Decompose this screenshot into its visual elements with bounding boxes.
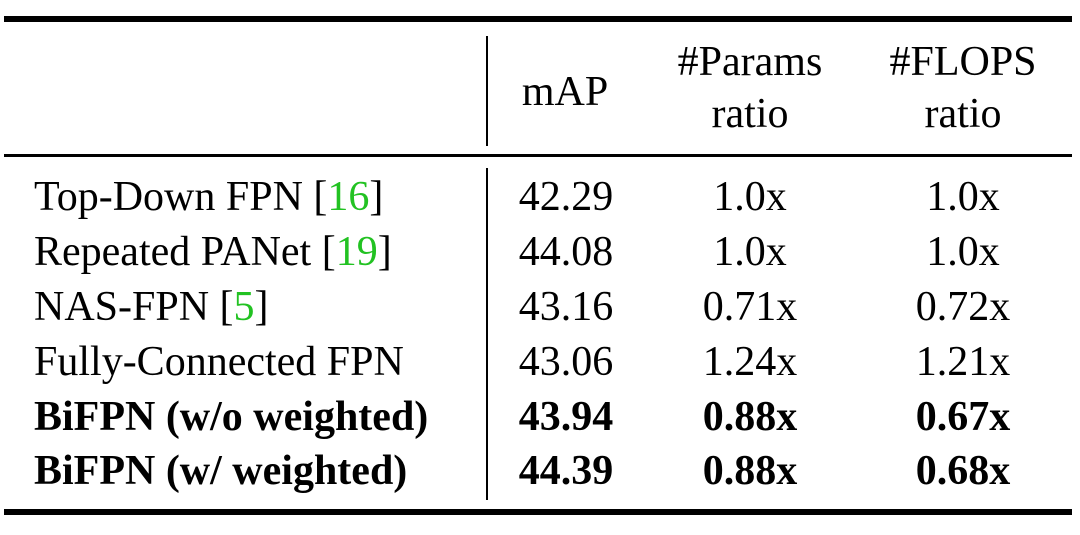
header-flops-ratio: #FLOPS ratio (868, 36, 1058, 140)
map-value: 44.08 (518, 229, 614, 275)
header-params-line2: ratio (711, 91, 789, 137)
citation-link[interactable]: 19 (335, 229, 378, 275)
params-ratio-value: 1.24x (702, 339, 798, 385)
method-label: Repeated PANet [ (34, 229, 336, 275)
table-row-top-down-fpn: Top-Down FPN [16] (34, 176, 383, 218)
method-label: BiFPN (w/ weighted) (34, 448, 408, 494)
citation-bracket: ] (369, 174, 384, 220)
body-column-separator (486, 168, 488, 500)
citation-bracket: ] (254, 284, 269, 330)
table-bottom-rule (4, 509, 1072, 515)
header-flops-line1: #FLOPS (889, 39, 1037, 85)
header-map: mAP (521, 69, 609, 115)
method-label: Fully-Connected FPN (34, 339, 404, 385)
map-value: 43.06 (518, 339, 614, 385)
citation-link[interactable]: 16 (327, 174, 370, 220)
flops-ratio-value: 0.72x (915, 284, 1011, 330)
flops-ratio-value: 1.0x (926, 174, 1000, 220)
params-ratio-value: 1.0x (713, 174, 787, 220)
table-row-bifpn-with-weighted: BiFPN (w/ weighted) (34, 450, 407, 492)
params-ratio-value: 0.88x (702, 448, 798, 494)
table-row-repeated-panet: Repeated PANet [19] (34, 231, 392, 273)
params-ratio-value: 0.88x (702, 394, 798, 440)
citation-link[interactable]: 5 (233, 284, 255, 330)
method-label: BiFPN (w/o weighted) (34, 394, 429, 440)
flops-ratio-value: 0.68x (915, 448, 1011, 494)
method-label: NAS-FPN [ (34, 284, 234, 330)
table-row-nas-fpn: NAS-FPN [5] (34, 286, 269, 328)
map-value: 43.16 (518, 284, 614, 330)
citation-bracket: ] (377, 229, 392, 275)
table-row-fully-connected-fpn: Fully-Connected FPN (34, 341, 404, 383)
header-params-ratio: #Params ratio (660, 36, 840, 140)
map-value: 42.29 (518, 174, 614, 220)
map-value: 43.94 (518, 394, 614, 440)
header-params-line1: #Params (677, 39, 823, 85)
table-row-bifpn-without-weighted: BiFPN (w/o weighted) (34, 396, 428, 438)
params-ratio-value: 1.0x (713, 229, 787, 275)
header-flops-line2: ratio (924, 91, 1002, 137)
flops-ratio-value: 1.21x (915, 339, 1011, 385)
table-top-rule (4, 16, 1072, 22)
flops-ratio-value: 0.67x (915, 394, 1011, 440)
header-column-separator (486, 36, 488, 146)
flops-ratio-value: 1.0x (926, 229, 1000, 275)
params-ratio-value: 0.71x (702, 284, 798, 330)
table-header-rule (4, 154, 1072, 157)
method-label: Top-Down FPN [ (34, 174, 328, 220)
map-value: 44.39 (518, 448, 614, 494)
